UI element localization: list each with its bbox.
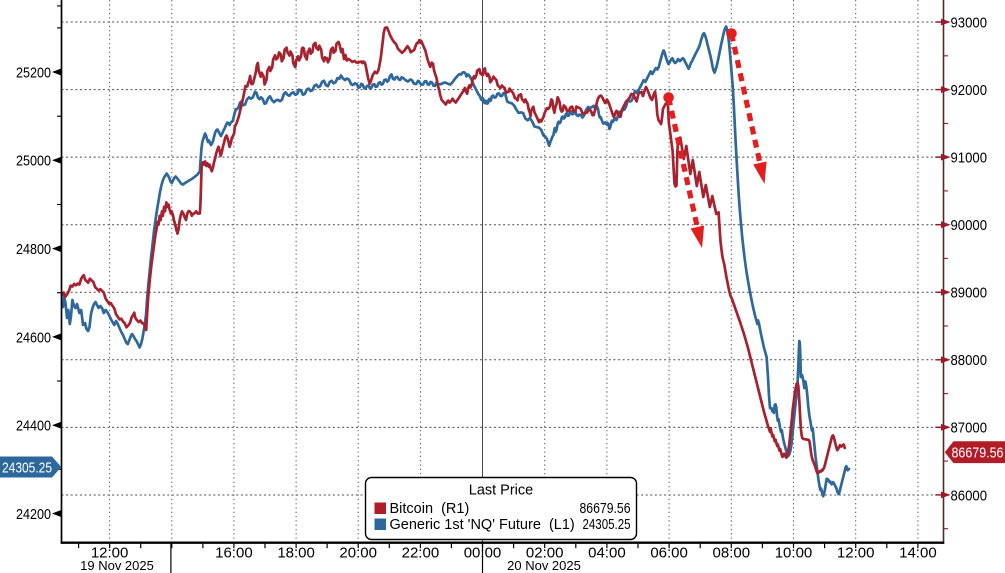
- svg-text:24305.25: 24305.25: [2, 459, 52, 476]
- svg-text:86679.56: 86679.56: [952, 444, 1004, 461]
- svg-text:14:00: 14:00: [899, 545, 937, 562]
- svg-text:22:00: 22:00: [402, 545, 440, 562]
- svg-text:25000: 25000: [16, 153, 51, 170]
- svg-text:24400: 24400: [16, 418, 51, 435]
- svg-text:24305.25: 24305.25: [583, 517, 631, 533]
- svg-text:91000: 91000: [951, 150, 988, 167]
- svg-text:Bitcoin (R1): Bitcoin (R1): [390, 501, 470, 517]
- svg-text:20:00: 20:00: [339, 545, 377, 562]
- svg-text:12:00: 12:00: [837, 545, 875, 562]
- svg-text:12:00: 12:00: [91, 545, 129, 562]
- svg-text:24600: 24600: [16, 329, 51, 346]
- svg-text:02:00: 02:00: [526, 545, 564, 562]
- svg-text:24800: 24800: [16, 241, 51, 258]
- svg-text:89000: 89000: [951, 285, 988, 302]
- svg-text:Generic 1st 'NQ' Future (L1): Generic 1st 'NQ' Future (L1): [390, 517, 575, 533]
- svg-text:25200: 25200: [16, 64, 51, 81]
- svg-text:86000: 86000: [951, 487, 988, 504]
- svg-text:10:00: 10:00: [775, 545, 813, 562]
- svg-text:86679.56: 86679.56: [580, 501, 631, 517]
- svg-text:88000: 88000: [951, 352, 988, 369]
- svg-text:92000: 92000: [951, 82, 988, 99]
- svg-text:16:00: 16:00: [215, 545, 253, 562]
- svg-text:19 Nov 2025: 19 Nov 2025: [80, 558, 154, 573]
- svg-text:18:00: 18:00: [277, 545, 315, 562]
- svg-text:24200: 24200: [16, 506, 51, 523]
- svg-text:87000: 87000: [951, 420, 988, 437]
- svg-text:90000: 90000: [951, 217, 988, 234]
- svg-text:20 Nov 2025: 20 Nov 2025: [507, 558, 581, 573]
- svg-text:04:00: 04:00: [588, 545, 626, 562]
- svg-text:93000: 93000: [951, 14, 988, 31]
- svg-text:Last Price: Last Price: [469, 483, 533, 499]
- svg-text:08:00: 08:00: [713, 545, 751, 562]
- svg-text:06:00: 06:00: [650, 545, 688, 562]
- svg-text:00:00: 00:00: [464, 545, 502, 562]
